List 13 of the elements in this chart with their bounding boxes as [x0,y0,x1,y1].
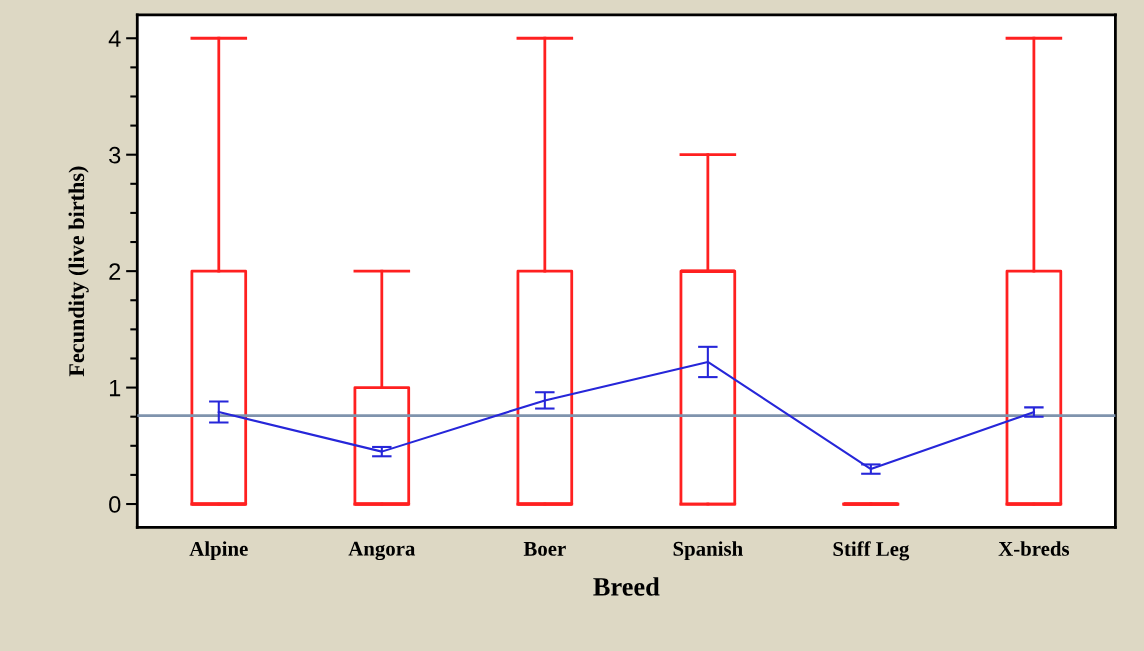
y-tick-label: 0 [109,496,121,513]
y-tick-label: 2 [109,263,121,280]
y-axis-title: Fecundity (live births) [68,166,89,377]
y-tick-label: 3 [109,146,121,164]
y-tick-label: 1 [109,379,121,397]
x-tick-label: Boer [523,542,566,556]
x-tick-label: Alpine [189,541,248,561]
x-tick-label: Angora [348,541,416,561]
x-axis-title: Breed [593,577,660,596]
x-tick-label: Stiff Leg [833,541,910,561]
x-tick-label: Spanish [673,541,743,561]
y-tick-label: 4 [108,30,121,47]
x-tick-label: X-breds [998,541,1070,556]
